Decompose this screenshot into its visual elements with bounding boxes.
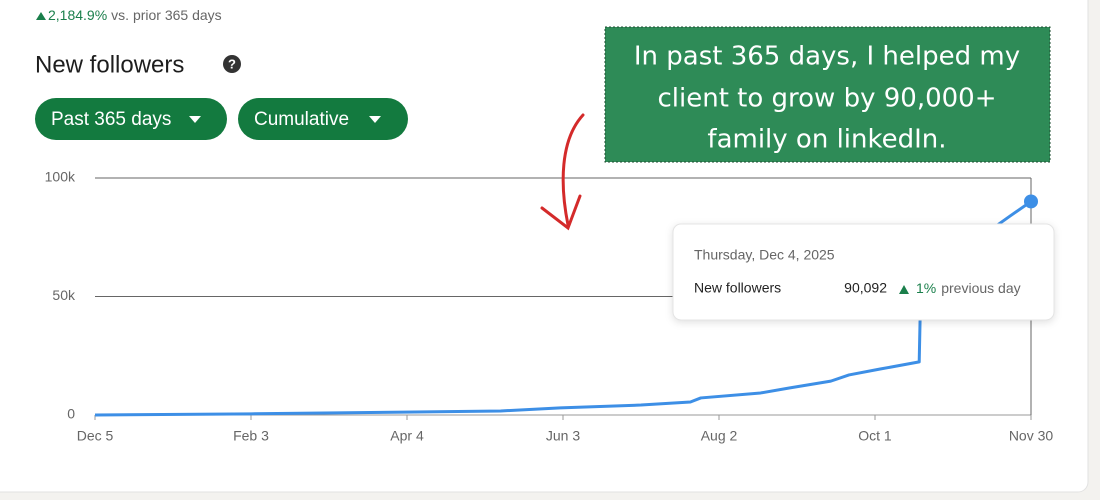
- mode-dropdown[interactable]: Cumulative: [238, 98, 408, 140]
- up-icon: [36, 12, 46, 20]
- x-tick-label: Oct 1: [858, 428, 892, 444]
- help-icon[interactable]: ?: [223, 55, 241, 73]
- annotation-line: client to grow by 90,000+: [657, 84, 996, 114]
- x-tick-label: Apr 4: [390, 428, 424, 444]
- range-label: Past 365 days: [51, 109, 171, 130]
- tooltip-change-value: 1%: [916, 280, 936, 296]
- x-tick-label: Dec 5: [77, 428, 114, 444]
- tooltip-change: 1% previous day: [916, 280, 1021, 296]
- x-tick-label: Jun 3: [546, 428, 580, 444]
- change-text: 2,184.9% vs. prior 365 days: [48, 7, 222, 23]
- svg-text:?: ?: [228, 56, 236, 71]
- tooltip-change-note: previous day: [941, 280, 1020, 296]
- highlight-point: [1024, 194, 1038, 209]
- x-tick-label: Feb 3: [233, 428, 269, 444]
- tooltip: Thursday, Dec 4, 2025 New followers 90,0…: [672, 223, 1055, 321]
- annotation-box: [604, 26, 1051, 163]
- tooltip-value: 90,092: [844, 280, 887, 296]
- annotation-line: family on linkedIn.: [707, 125, 946, 155]
- change-value: 2,184.9%: [48, 7, 107, 23]
- plot: 0 50k 100k Dec 5 Feb 3 Apr 4 Jun 3 Aug 2 Oct 1 No…: [45, 169, 1054, 444]
- range-dropdown[interactable]: Past 365 days: [35, 98, 227, 140]
- arrow: [540, 113, 585, 231]
- tooltip-date: Thursday, Dec 4, 2025: [694, 247, 835, 263]
- y-tick-label: 50k: [52, 287, 76, 303]
- tooltip-label: New followers: [694, 280, 781, 296]
- y-tick-label: 0: [67, 406, 75, 422]
- x-tick-label: Nov 30: [1009, 428, 1054, 444]
- change-note: vs. prior 365 days: [111, 7, 222, 23]
- y-tick-label: 100k: [45, 169, 76, 185]
- mode-label: Cumulative: [254, 109, 349, 130]
- x-tick-label: Aug 2: [701, 428, 738, 444]
- section-title: New followers: [35, 51, 184, 78]
- annotation-line: In past 365 days, I helped my: [634, 42, 1020, 72]
